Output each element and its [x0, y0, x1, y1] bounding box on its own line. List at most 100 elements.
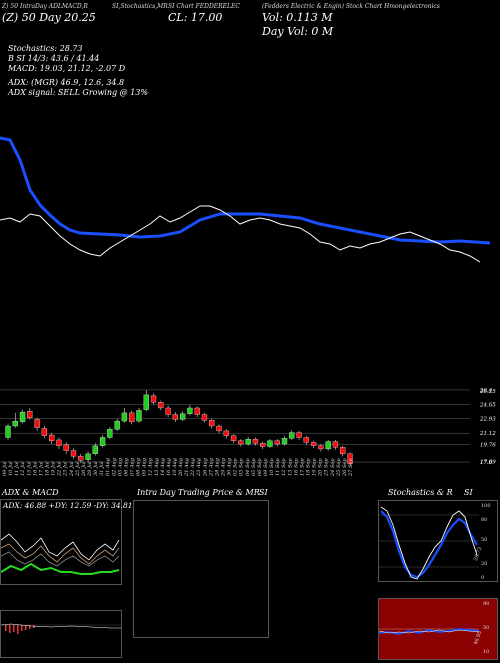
candle-body — [281, 438, 288, 445]
date-tick: 04 Sep — [245, 458, 251, 476]
adx-lines — [0, 533, 120, 575]
adx-value: ADX: (MGR) 46.9, 12.6, 34.8 — [8, 78, 125, 87]
date-tick: 23 Jul — [63, 461, 69, 477]
candle-body — [85, 453, 91, 460]
date-tick: 24 Sep — [330, 458, 336, 477]
date-tick: 19 Sep — [312, 458, 318, 476]
date-tick: 16 Aug — [166, 458, 172, 476]
chart-header-left: Z) 50 IntraDay ADLMACD,R — [2, 3, 88, 10]
stochastics-panel-si: SI — [464, 488, 473, 497]
date-tick: 29 Aug — [221, 458, 227, 477]
candle-body — [296, 432, 302, 438]
date-tick: 11 Jul — [14, 461, 20, 476]
candle-body — [252, 438, 259, 444]
date-axis: 09 Jul 10 Jul 11 Jul 12 Jul 15 Jul 16 Jul 17 J… — [2, 458, 354, 477]
date-tick: 27 Aug — [208, 458, 214, 477]
date-tick: 26 Aug — [202, 458, 208, 477]
date-tick: 10 Jul — [8, 461, 14, 476]
date-tick: 07 Aug — [129, 458, 135, 476]
chart-header-symbol: SI Chart FEDDERELEC — [168, 3, 241, 10]
date-tick: 21 Aug — [184, 458, 190, 477]
date-tick: 30 Aug — [227, 458, 233, 476]
candle-body — [347, 453, 353, 464]
date-tick: 10 Sep — [269, 458, 275, 476]
stochastics-rsi-panel: Stochastics & R SI 100 80 50 20 0 28.73 … — [378, 488, 498, 660]
candle-body — [19, 411, 26, 423]
candle-body — [70, 450, 77, 457]
date-tick: 09 Jul — [2, 461, 8, 476]
candle-body — [34, 419, 40, 428]
candle-body — [49, 434, 55, 441]
date-tick: 14 Aug — [160, 458, 166, 476]
candle-body — [201, 414, 208, 421]
price-axis-tick: 26.25 — [479, 389, 496, 395]
candle-body — [274, 440, 280, 445]
candle-body — [179, 413, 186, 420]
stochastics-value: Stochastics: 28.73 — [8, 44, 83, 53]
ema-line — [0, 136, 491, 245]
date-tick: 06 Sep — [257, 458, 263, 476]
date-tick: 25 Jul — [75, 461, 81, 477]
rsi-tick-10: 10 — [483, 649, 490, 655]
candle-body — [310, 442, 317, 446]
date-tick: 29 Jul — [87, 461, 93, 477]
candle-body — [223, 430, 229, 436]
date-tick: 17 Jul — [38, 461, 44, 476]
price-axis-tick: 17.6 — [480, 460, 493, 466]
rsi-chart-box: 90 50 10 46.95 — [378, 598, 498, 660]
candle-body — [230, 435, 237, 441]
price-line — [0, 205, 481, 263]
candle-body — [150, 395, 157, 403]
candle-body — [332, 441, 339, 448]
adx-values: ADX: 46.88 +DY: 12.59 -DY: 34.81 — [3, 501, 133, 510]
moving-average-chart — [0, 136, 491, 263]
volume-label: Vol: 0.113 M — [262, 11, 333, 24]
candle-body — [78, 456, 84, 461]
stochastics-panel-title: Stochastics & R — [388, 488, 453, 497]
date-tick: 13 Sep — [287, 458, 293, 476]
stochastics-detail: B SI 14/3: 43.6 / 41.44 — [8, 54, 100, 63]
candle-body — [41, 428, 48, 436]
macd-chart-box — [0, 610, 122, 658]
indicator-info: Stochastics: 28.73 B SI 14/3: 43.6 / 41.… — [8, 44, 148, 98]
candle-body — [12, 420, 18, 427]
candle-body — [107, 429, 113, 438]
date-tick: 18 Jul — [44, 461, 50, 476]
intraday-panel-si: SI — [259, 488, 268, 497]
chart-header-indicators: SI,Stochastics,MR — [112, 3, 168, 10]
intraday-panel: Intra Day Trading Price & MR SI — [133, 488, 269, 638]
date-tick: 17 Sep — [299, 458, 305, 476]
candle-body — [129, 412, 135, 423]
adx-panel-title: ADX & MACD — [2, 488, 59, 497]
adx-macd-panel: ADX & MACD ADX: 46.88 +DY: 12.59 -DY: 34… — [0, 488, 133, 658]
date-tick: 05 Sep — [251, 458, 257, 476]
date-tick: 27 Sep — [348, 458, 354, 477]
candle-body — [187, 407, 193, 414]
date-tick: 02 Sep — [233, 458, 239, 476]
date-tick: 20 Aug — [178, 458, 184, 477]
candle-body — [325, 441, 331, 450]
date-tick: 25 Sep — [336, 458, 342, 477]
date-tick: 11 Sep — [275, 458, 281, 476]
date-tick: 23 Aug — [196, 458, 202, 477]
candle-body — [238, 440, 244, 445]
chart-header-company: (Fedders Electric & Engin) Stock Chart H… — [262, 3, 440, 10]
date-tick: 15 Jul — [26, 461, 32, 476]
date-tick: 12 Sep — [281, 458, 287, 476]
date-tick: 16 Sep — [293, 458, 299, 476]
candle-body — [318, 445, 324, 450]
rsi-lines — [378, 628, 480, 635]
candle-body — [63, 444, 69, 451]
date-tick: 03 Sep — [239, 458, 245, 476]
date-tick: 02 Aug — [111, 458, 117, 476]
date-tick: 08 Aug — [136, 458, 142, 476]
price-axis-tick: 21.12 — [479, 431, 496, 437]
candle-body — [136, 410, 142, 422]
day-volume-label: Day Vol: 0 M — [262, 25, 334, 38]
date-tick: 22 Jul — [57, 461, 63, 477]
date-tick: 24 Jul — [69, 461, 75, 477]
date-tick: 22 Aug — [190, 458, 196, 477]
price-axis-tick: 22.93 — [479, 416, 496, 422]
date-tick: 01 Aug — [105, 458, 111, 476]
